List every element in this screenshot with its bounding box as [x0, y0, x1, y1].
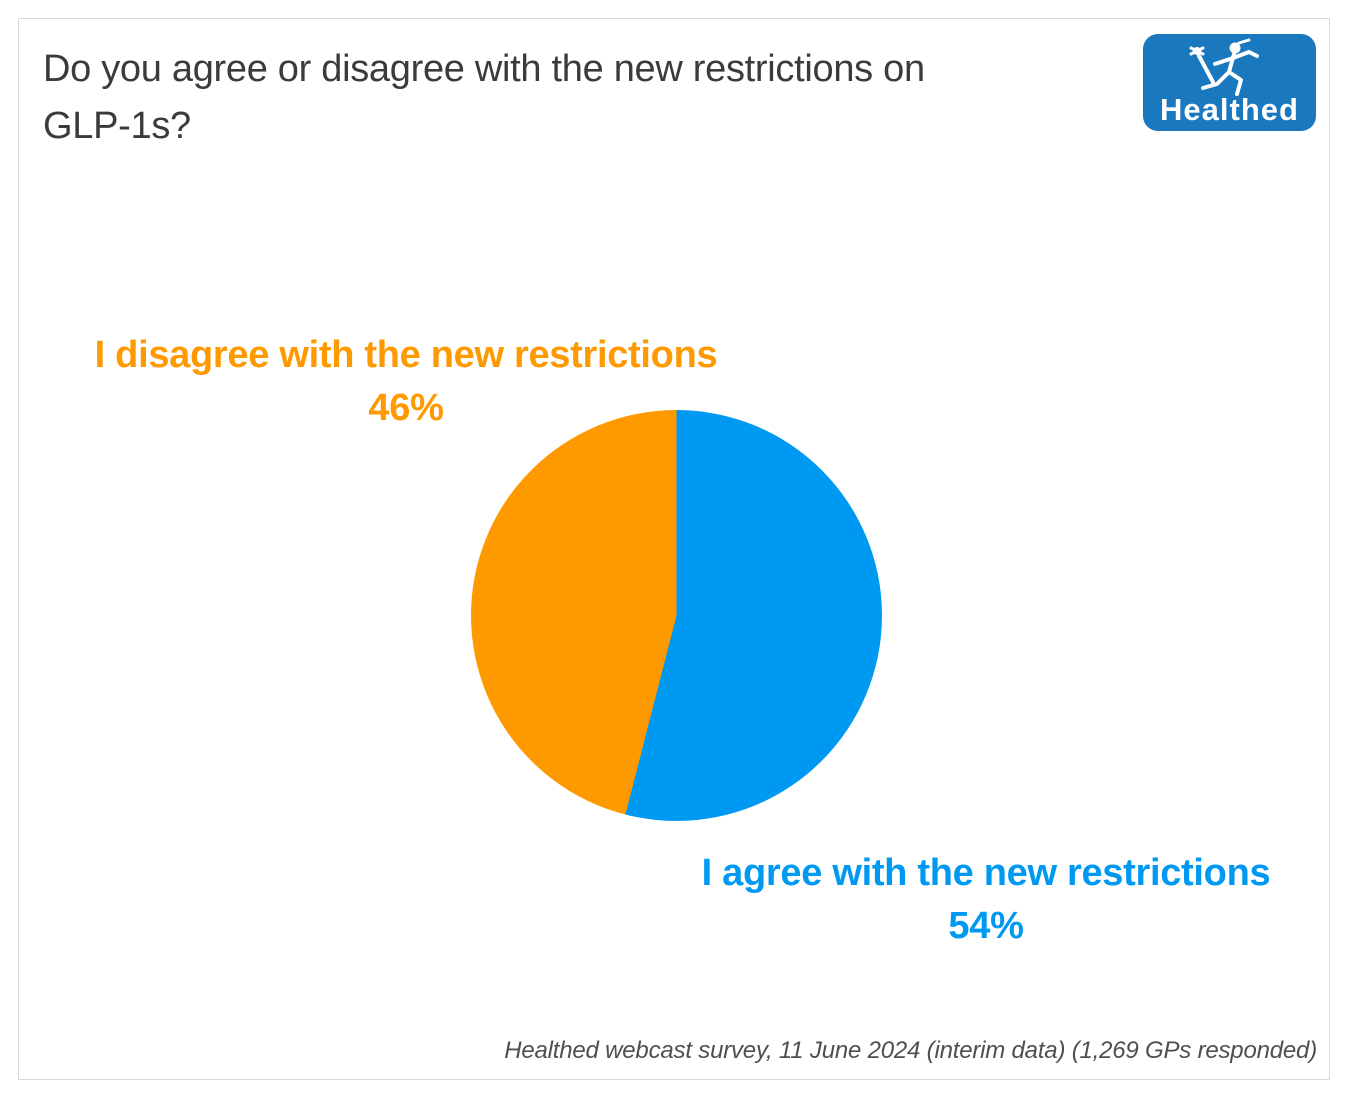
- healthed-logo: Healthed: [1143, 34, 1316, 131]
- chart-title-line2: GLP-1s?: [43, 105, 191, 147]
- chart-card: Do you agree or disagree with the new re…: [18, 18, 1330, 1080]
- healthed-logo-text: Healthed: [1160, 92, 1299, 127]
- slice-label-agree: I agree with the new restrictions 54%: [641, 847, 1329, 953]
- chart-title: Do you agree or disagree with the new re…: [43, 41, 1123, 155]
- slice-label-disagree: I disagree with the new restrictions 46%: [41, 329, 771, 435]
- hermes-runner-icon: [1189, 38, 1259, 96]
- slice-label-disagree-text: I disagree with the new restrictions: [94, 334, 718, 376]
- pie-chart[interactable]: [471, 410, 882, 821]
- slice-label-agree-text: I agree with the new restrictions: [701, 852, 1271, 894]
- slice-label-disagree-pct: 46%: [368, 387, 444, 429]
- slice-label-agree-pct: 54%: [948, 905, 1024, 947]
- chart-title-line1: Do you agree or disagree with the new re…: [43, 48, 925, 90]
- source-note: Healthed webcast survey, 11 June 2024 (i…: [504, 1037, 1317, 1064]
